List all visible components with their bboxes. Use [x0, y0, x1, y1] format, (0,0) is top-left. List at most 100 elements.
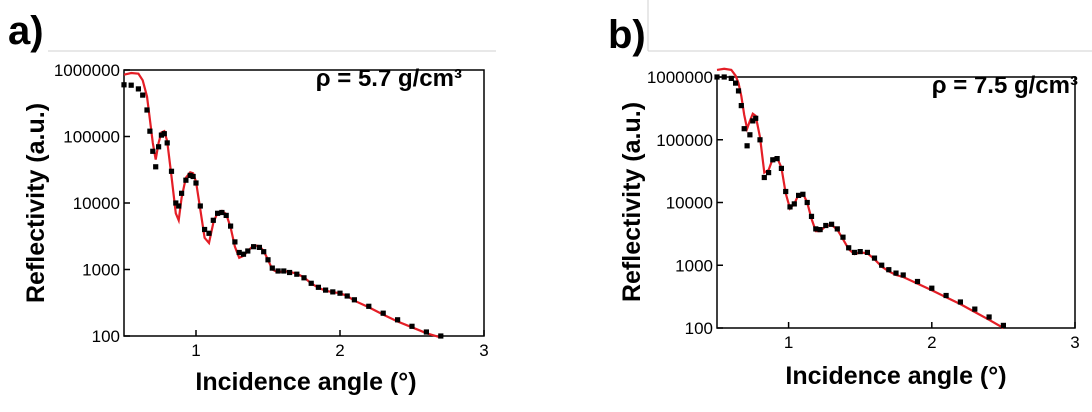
panel-b-x-axis-title: Incidence angle (°)	[785, 362, 1006, 390]
panel-b-data-point	[893, 270, 899, 276]
panel-b-data-point	[791, 201, 797, 207]
panel-b-data-point	[721, 74, 727, 80]
panel-a-data-point	[121, 82, 127, 88]
panel-b-x-tick-label: 3	[1070, 333, 1079, 352]
panel-b-y-axis-title: Reflectivity (a.u.)	[618, 102, 646, 302]
panel-a-x-ticks: 1 2 3	[191, 330, 489, 360]
panel-b-data-point	[800, 191, 806, 197]
panel-a-data-point	[168, 168, 175, 174]
panel-a-data-point	[261, 249, 267, 255]
panel-b-data-point	[972, 306, 978, 312]
panel-a-y-ticks: 100 1000 10000 100000 1000000	[54, 61, 130, 346]
panel-b-fit-line	[716, 67, 1004, 329]
panel-b-data-point	[770, 157, 776, 163]
panel-b-data-point	[766, 170, 772, 176]
panel-b-data-point	[840, 234, 846, 240]
panel-b-data-point	[871, 255, 878, 261]
panel-b-data-point	[738, 103, 744, 109]
panel-b-measured-points	[714, 74, 1006, 328]
panel-a-data-point	[438, 333, 444, 339]
panel-a-data-point	[193, 180, 199, 186]
panel-a-data-point	[223, 212, 229, 218]
panel-a-data-point	[281, 268, 287, 274]
panel-a-data-point	[269, 265, 275, 271]
panel-b-data-point	[808, 213, 815, 219]
panel-a-x-axis-title: Incidence angle (°)	[195, 368, 416, 396]
panel-a-data-point	[147, 128, 153, 134]
panel-a-data-point	[144, 107, 150, 113]
panel-a-data-point	[140, 92, 146, 98]
panel-a-data-point	[158, 132, 164, 138]
panel-a-letter: a)	[8, 9, 44, 53]
panel-b-data-point	[823, 222, 829, 229]
panel-a-data-point	[323, 287, 329, 293]
panel-b-y-tick-label: 1000000	[647, 68, 713, 87]
panel-a-data-point	[315, 284, 321, 290]
panel-b-data-point	[735, 88, 742, 94]
panel-a-data-point	[153, 164, 159, 170]
panel-a-data-point	[202, 226, 208, 233]
panel-b-data-point	[817, 227, 823, 233]
panel-a-data-point	[275, 268, 281, 274]
panel-b-x-tick-label: 2	[927, 333, 936, 352]
panel-b-y-tick-label: 100000	[656, 131, 713, 150]
panel-b-plot-frame	[716, 76, 1076, 329]
panel-b-data-point	[851, 249, 858, 255]
panel-b-data-point	[787, 204, 793, 210]
panel-b-y-tick-label: 10000	[666, 194, 713, 213]
panel-a-y-tick-label: 100	[92, 327, 120, 346]
panel-b-x-ticks: 1 2 3	[784, 322, 1080, 352]
panel-b-data-point	[834, 226, 840, 232]
panel-a-data-point	[164, 140, 170, 146]
panel-b-y-tick-label: 1000	[675, 256, 713, 275]
panel-b-data-point	[796, 192, 802, 198]
panel-a-data-point	[240, 251, 247, 257]
panel-a-data-point	[351, 297, 357, 303]
panel-a-data-point	[156, 144, 162, 150]
panel-a-fit-line	[123, 71, 442, 339]
panel-b-data-point	[1000, 322, 1006, 328]
panel-a-data-point	[380, 310, 386, 316]
panel-a-measured-points	[121, 82, 444, 339]
panel-b-y-ticks: 100 1000 10000 100000 1000000	[647, 68, 723, 338]
panel-a-data-point	[161, 131, 167, 137]
panel-a-data-point	[366, 303, 372, 309]
panel-a: a) 1 2 3 100 1000 10000 100000 1000000 ρ = 5.7…	[8, 9, 489, 396]
panel-b-data-point	[829, 221, 835, 227]
panel-a-data-point	[330, 289, 336, 295]
panel-b-data-point	[886, 267, 892, 273]
panel-a-data-point	[423, 329, 429, 335]
panel-b-data-point	[750, 118, 756, 124]
panel-a-data-point	[337, 290, 343, 296]
panel-a-data-point	[219, 209, 225, 216]
panel-b-letter: b)	[608, 13, 646, 57]
panel-a-data-point	[287, 269, 293, 276]
panel-b-data-point	[714, 74, 720, 80]
panel-a-data-point	[344, 293, 350, 299]
panel-b: b) 1 2 3 100 1000 10000 100000 1000000 ρ = 7.5…	[608, 13, 1080, 390]
panel-a-data-point	[183, 177, 189, 183]
panel-b-data-point	[879, 262, 885, 268]
panel-b-density-annotation: ρ = 7.5 g/cm³	[932, 72, 1078, 99]
panel-b-data-point	[744, 143, 750, 149]
panel-b-data-point	[761, 174, 767, 181]
panel-b-data-point	[900, 272, 906, 278]
panel-a-data-point	[179, 190, 185, 196]
panel-a-x-tick-label: 2	[335, 341, 344, 360]
panel-a-y-tick-label: 1000	[82, 261, 120, 280]
panel-b-data-point	[757, 137, 763, 143]
panel-b-data-point	[753, 115, 759, 121]
panel-a-data-point	[395, 317, 401, 323]
panel-a-x-tick-label: 3	[479, 341, 488, 360]
panel-b-data-point	[733, 80, 739, 86]
panel-b-x-tick-label: 1	[784, 333, 793, 352]
panel-b-data-point	[957, 299, 963, 305]
panel-b-data-point	[864, 249, 870, 255]
panel-a-data-point	[232, 239, 238, 245]
panel-b-data-point	[857, 249, 863, 255]
panel-a-data-point	[150, 148, 156, 154]
panel-b-data-point	[846, 245, 852, 251]
panel-a-data-point	[236, 249, 242, 256]
panel-b-y-tick-label: 100	[685, 319, 713, 338]
panel-b-data-point	[774, 156, 780, 162]
